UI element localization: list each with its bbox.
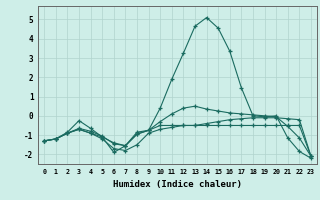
X-axis label: Humidex (Indice chaleur): Humidex (Indice chaleur) [113,180,242,189]
